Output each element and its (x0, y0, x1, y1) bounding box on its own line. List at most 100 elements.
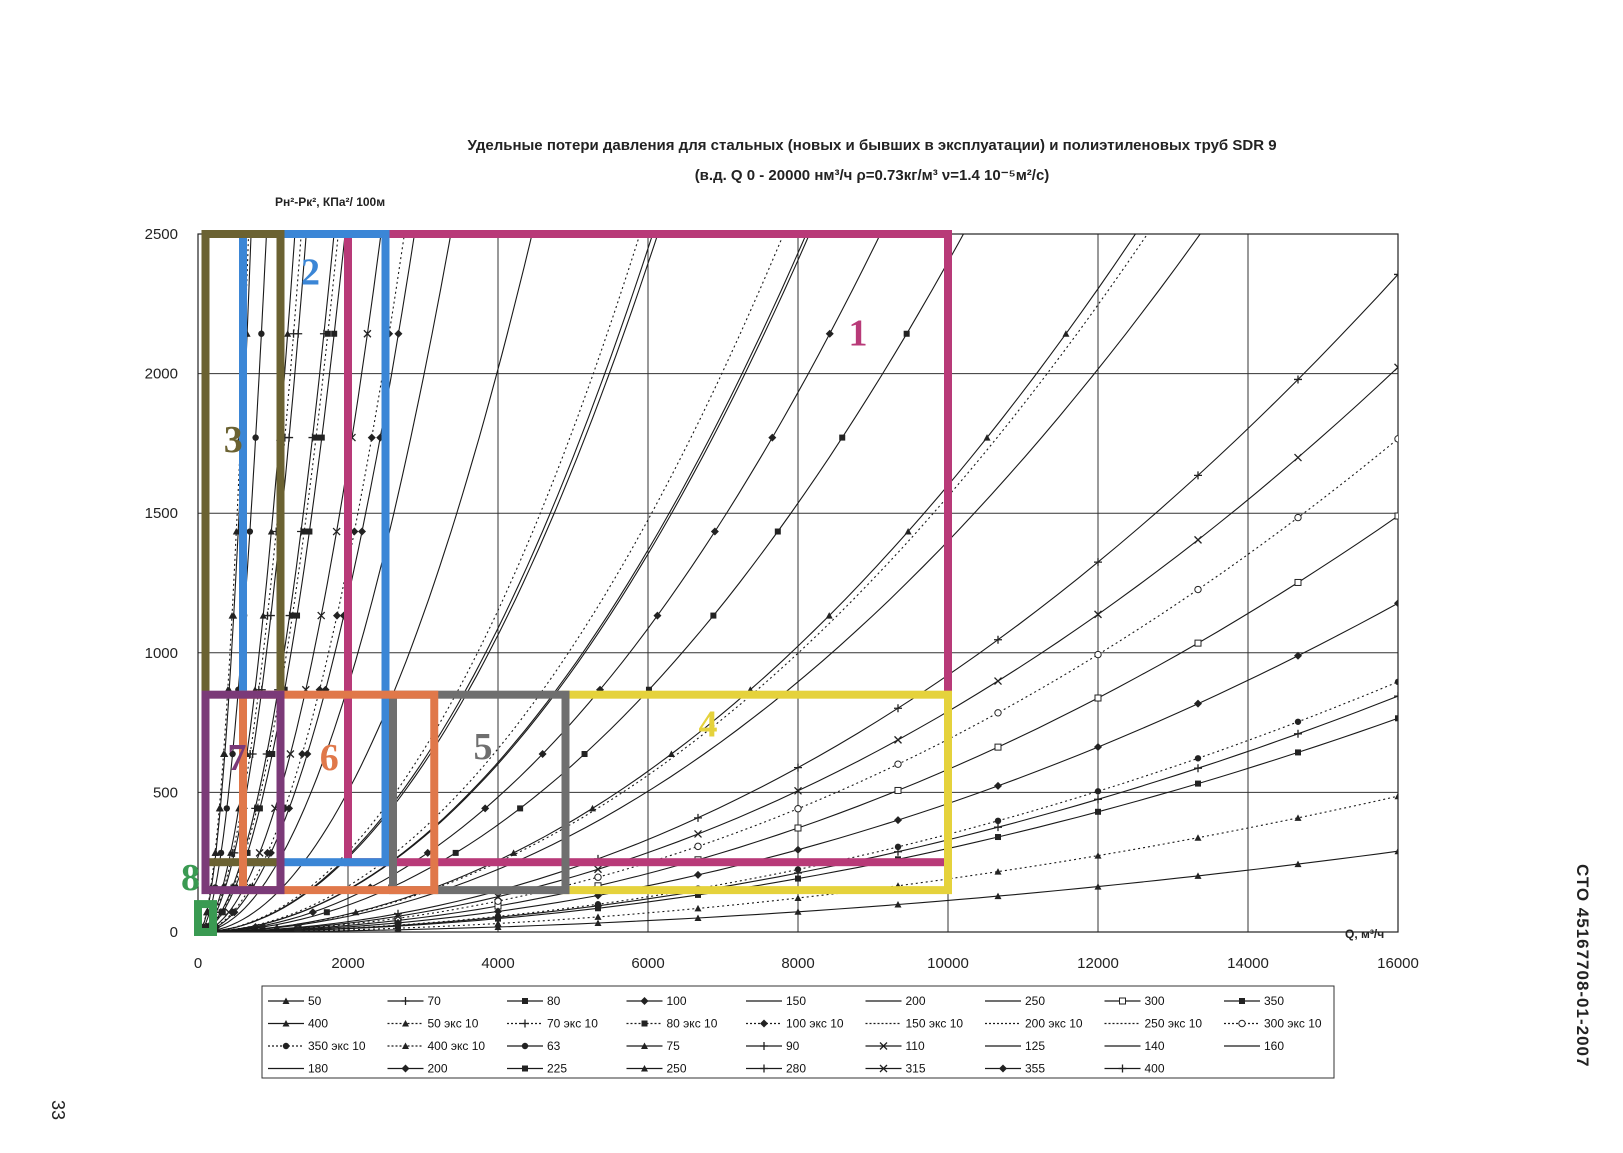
x-tick-label: 14000 (1227, 955, 1269, 972)
zone-6-frame (239, 690, 439, 895)
series-line-140 (198, 234, 533, 932)
series-marker (667, 750, 675, 758)
series-marker (1094, 883, 1102, 890)
x-tick-label: 4000 (481, 955, 514, 972)
legend-label: 300 экс 10 (1264, 1017, 1322, 1031)
zone-1-label: 1 (849, 313, 868, 355)
series-marker (694, 813, 702, 822)
series-marker (522, 1065, 528, 1072)
y-tick-label: 1000 (145, 645, 178, 662)
series-marker (510, 849, 518, 856)
series-marker (1062, 330, 1070, 337)
series-marker (883, 216, 891, 224)
legend-label: 250 экс 10 (1145, 1017, 1203, 1031)
series-marker (298, 216, 306, 224)
series-marker (694, 830, 702, 838)
series-marker (1194, 471, 1202, 480)
legend-label: 150 (786, 994, 806, 1008)
series-marker (1194, 639, 1202, 647)
series-marker (640, 997, 649, 1005)
series-marker (323, 909, 330, 916)
series-marker (594, 865, 602, 874)
series-marker (1194, 764, 1202, 773)
series-marker (521, 1042, 529, 1050)
series-marker (589, 804, 597, 812)
legend-label: 80 экс 10 (667, 1017, 718, 1031)
zone-8-label: 8 (181, 857, 200, 899)
series-marker (228, 612, 236, 619)
series-marker (252, 434, 259, 441)
legend-label: 100 экс 10 (786, 1017, 844, 1031)
series-marker (653, 611, 662, 620)
series-marker (286, 750, 295, 758)
series-marker (1094, 610, 1102, 619)
legend-label: 400 экс 10 (428, 1039, 486, 1053)
series-marker (1395, 715, 1398, 722)
series-marker (894, 816, 902, 825)
series-marker (594, 873, 602, 881)
zone-6-label: 6 (320, 737, 339, 779)
series-marker (1094, 694, 1102, 702)
series-marker (292, 217, 299, 224)
series-line-70-экс-10 (198, 234, 302, 932)
series-marker (394, 329, 403, 338)
legend-label: 250 (1025, 994, 1045, 1008)
chart-legend: 50 70 80 100 150 200 250 300 350 400 50 экс 10 70 э… (261, 985, 1335, 1079)
zone-1-frame (344, 230, 952, 867)
series-marker (494, 897, 502, 905)
series-line-160 (198, 234, 654, 932)
series-marker (481, 804, 490, 813)
series-marker (1294, 375, 1302, 384)
series-marker (1294, 513, 1302, 522)
zone-7-frame (201, 690, 285, 895)
series-marker (1394, 270, 1398, 279)
series-marker (255, 848, 264, 857)
series-marker (1294, 860, 1302, 868)
x-tick-labels: 0 2000 4000 6000 8000 10000 12000 14000 16000 (194, 955, 1419, 972)
series-marker (303, 216, 311, 224)
series-marker (1394, 363, 1398, 372)
legend-label: 200 (906, 994, 926, 1008)
series-marker (1094, 788, 1102, 795)
y-tick-label: 2000 (145, 366, 178, 383)
series-marker (452, 849, 459, 856)
y-tick-label: 0 (170, 924, 178, 941)
series-marker (1294, 814, 1302, 821)
legend-label: 400 (1145, 1062, 1165, 1076)
y-tick-labels: 0 500 1000 1500 2000 2500 (145, 226, 178, 941)
series-marker (282, 1020, 290, 1027)
legend-label: 350 экс 10 (308, 1039, 366, 1053)
series-marker (262, 750, 271, 759)
series-marker (394, 921, 402, 930)
series-marker (332, 527, 341, 536)
series-marker (344, 217, 350, 223)
y-tick-label: 1500 (145, 505, 178, 522)
legend-label: 100 (667, 994, 687, 1008)
series-marker (1194, 585, 1202, 594)
series-marker (994, 743, 1002, 751)
series-line-70 (198, 234, 307, 932)
series-marker (289, 329, 298, 338)
series-marker (258, 330, 265, 337)
series-marker (879, 1042, 888, 1050)
series-marker (1394, 678, 1398, 686)
series-marker (581, 751, 588, 758)
series-marker (1394, 847, 1398, 855)
series-marker (248, 217, 255, 224)
series-marker (760, 1042, 768, 1050)
series-marker (794, 805, 802, 813)
zone-3-label: 3 (224, 419, 243, 461)
series-marker (285, 611, 294, 620)
series-marker (594, 913, 602, 920)
series-marker (423, 848, 432, 857)
series-marker (794, 763, 802, 772)
series-marker (894, 847, 902, 856)
series-marker (641, 1020, 648, 1027)
series-marker (999, 1064, 1007, 1073)
x-axis-label: Q, м³/ч (1345, 927, 1384, 941)
series-marker (994, 709, 1002, 717)
series-marker (1294, 453, 1302, 462)
series-marker (298, 750, 307, 759)
legend-label: 355 (1025, 1062, 1045, 1076)
